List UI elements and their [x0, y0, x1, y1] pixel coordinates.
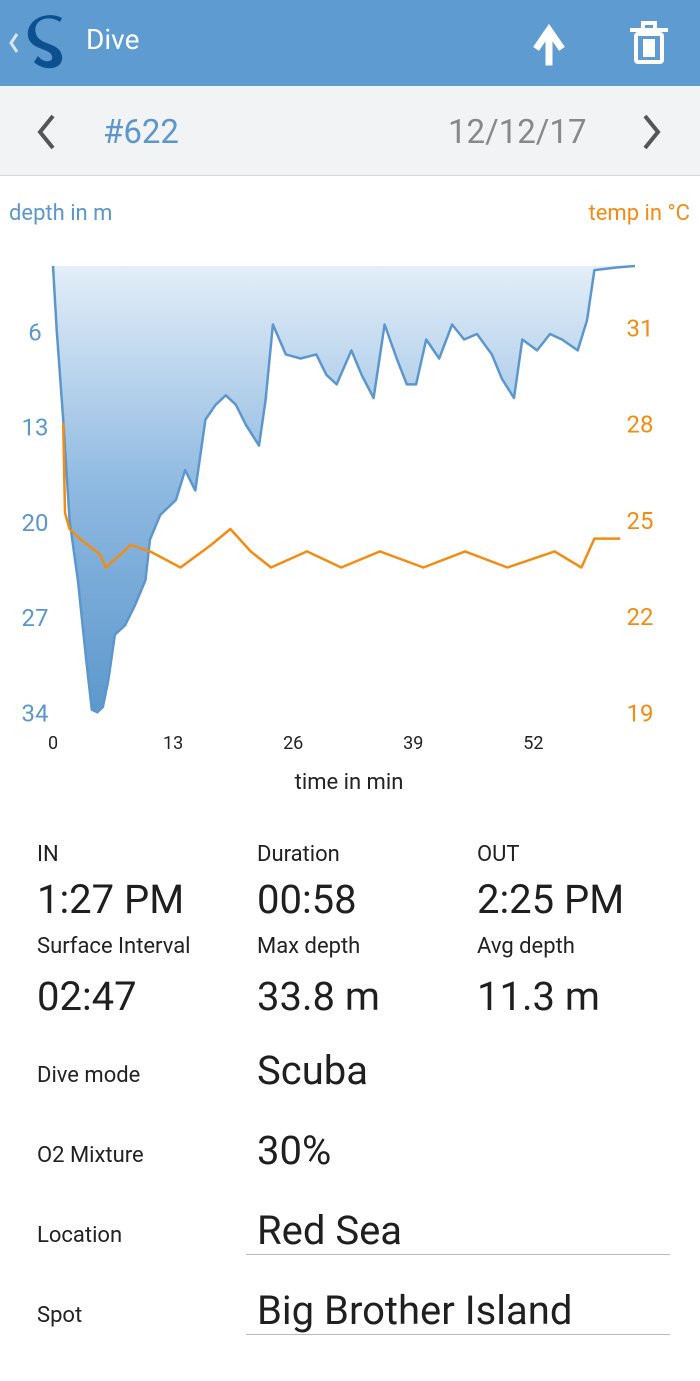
field-underline — [246, 1334, 670, 1335]
y2-tick-label: 28 — [627, 411, 654, 439]
field-value: Scuba — [257, 1047, 368, 1094]
field-value: Red Sea — [257, 1207, 403, 1254]
logo — [27, 15, 63, 69]
y2-tick-label: 19 — [627, 699, 654, 727]
field-label: Dive mode — [37, 1063, 141, 1088]
app-bar: Dive — [0, 0, 700, 86]
nav-arrows — [37, 114, 661, 150]
stat-value: 2:25 PM — [477, 876, 625, 923]
x-tick-label: 13 — [163, 733, 183, 754]
stat-label: OUT — [477, 842, 520, 867]
x-axis-label: time in min — [295, 770, 404, 795]
y2-tick-label: 25 — [627, 507, 654, 535]
y2-tick-label: 31 — [627, 314, 654, 342]
field-label: O2 Mixture — [37, 1143, 144, 1168]
next-dive[interactable] — [643, 114, 661, 150]
temp-line — [61, 423, 621, 569]
y-tick-label: 13 — [22, 414, 49, 442]
stat-label: Max depth — [257, 934, 361, 959]
y-tick-label: 20 — [22, 509, 49, 537]
y2-tick-label: 22 — [627, 603, 654, 631]
y-tick-label: 34 — [22, 699, 49, 727]
y-tick-label: 6 — [28, 318, 42, 346]
field-underline — [246, 1254, 670, 1255]
stat-value: 11.3 m — [477, 973, 600, 1020]
y2-axis-label: temp in °C — [589, 201, 690, 226]
stat-value: 00:58 — [257, 876, 357, 923]
app-bar-icons — [9, 15, 668, 69]
depth-line — [51, 264, 636, 714]
delete-button[interactable] — [630, 21, 668, 64]
back-button[interactable] — [9, 33, 19, 53]
field-value: 30% — [257, 1127, 332, 1174]
previous-dive[interactable] — [37, 114, 55, 150]
stat-label: Avg depth — [477, 934, 575, 959]
stat-label: Duration — [257, 842, 340, 867]
field-value: Big Brother Island — [257, 1287, 573, 1334]
stat-label: Surface Interval — [37, 934, 191, 959]
x-tick-label: 0 — [48, 733, 58, 754]
x-tick-label: 26 — [283, 733, 303, 754]
y-tick-label: 27 — [22, 604, 49, 632]
x-tick-label: 52 — [523, 733, 543, 754]
field-label: Spot — [37, 1303, 83, 1328]
dive-date: 12/12/17 — [448, 113, 587, 152]
dive-number: #622 — [103, 113, 179, 152]
dive-navigation: #622 12/12/17 — [0, 86, 700, 176]
x-tick-label: 39 — [403, 733, 423, 754]
app-bar-title: Dive — [86, 23, 140, 56]
stat-label: IN — [37, 842, 59, 867]
stat-value: 33.8 m — [257, 973, 380, 1020]
depth-area — [53, 266, 635, 713]
dive-profile-chart: depth in m temp in °C time in min 6 13 20 2… — [9, 201, 690, 795]
stat-value: 1:27 PM — [37, 876, 185, 923]
field-label: Location — [37, 1223, 123, 1248]
stat-value: 02:47 — [37, 973, 137, 1020]
upload-button[interactable] — [533, 23, 565, 66]
y-axis-label: depth in m — [9, 201, 112, 226]
